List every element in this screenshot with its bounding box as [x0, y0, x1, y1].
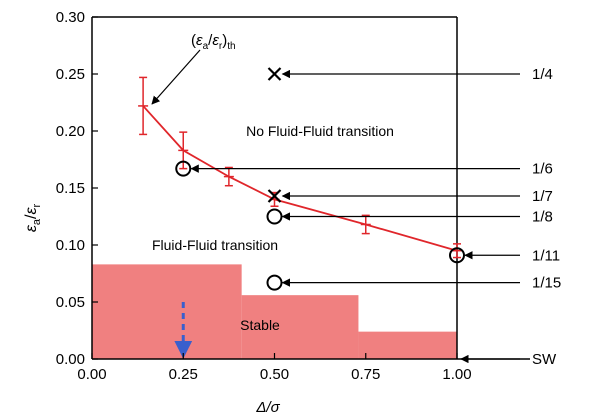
threshold-arrow	[151, 49, 201, 105]
circle-marker	[449, 247, 465, 264]
x-tick-label: 0.00	[77, 366, 106, 383]
x-tick-label: 0.75	[351, 366, 380, 383]
x-tick-label: 1.00	[442, 366, 471, 383]
stable-label: Stable	[240, 317, 280, 333]
stable-step-0	[92, 264, 242, 359]
marker-callouts: 1/4 1/6 1/7 1/8 1/11 1/15 SW	[190, 66, 561, 368]
y-tick-label: 0.05	[56, 294, 85, 311]
annotation-transition: Fluid-Fluid transition	[152, 237, 278, 253]
stable-step-1	[241, 295, 359, 359]
circle-marker	[175, 160, 192, 177]
y-tick-label: 0.20	[56, 123, 85, 140]
marker-label: 1/15	[532, 275, 561, 292]
marker-label: 1/11	[532, 247, 560, 264]
threshold-label: (εa/εr)th	[191, 32, 236, 52]
marker-label: 1/4	[532, 66, 553, 83]
x-axis-label: Δ/σ	[255, 399, 280, 416]
y-tick-label: 0.00	[56, 351, 85, 368]
marker-label: 1/6	[532, 161, 553, 178]
x-tick-label: 0.25	[169, 366, 198, 383]
threshold-curve	[138, 76, 462, 259]
marker-label: SW	[532, 351, 557, 368]
markers	[175, 67, 465, 291]
annotation-no-transition: No Fluid-Fluid transition	[246, 123, 394, 139]
axis-ticks: 0.00 0.25 0.50 0.75 1.00 0.00 0.05 0.10 0.15 0.20…	[56, 9, 472, 383]
y-tick-label: 0.15	[56, 180, 85, 197]
y-tick-label: 0.30	[56, 9, 85, 26]
marker-label: 1/7	[532, 188, 553, 205]
series-line-0	[142, 105, 458, 252]
circle-marker	[266, 274, 283, 291]
circle-marker	[266, 208, 283, 225]
x-tick-label: 0.50	[260, 366, 289, 383]
y-tick-label: 0.25	[56, 66, 85, 83]
marker-label: 1/8	[532, 209, 553, 226]
cross-marker	[267, 189, 282, 203]
cross-marker	[267, 67, 282, 81]
y-tick-label: 0.10	[56, 237, 85, 254]
stable-region	[92, 264, 457, 359]
stable-step-2	[358, 331, 457, 359]
y-axis-label: εa/εr	[23, 204, 43, 233]
